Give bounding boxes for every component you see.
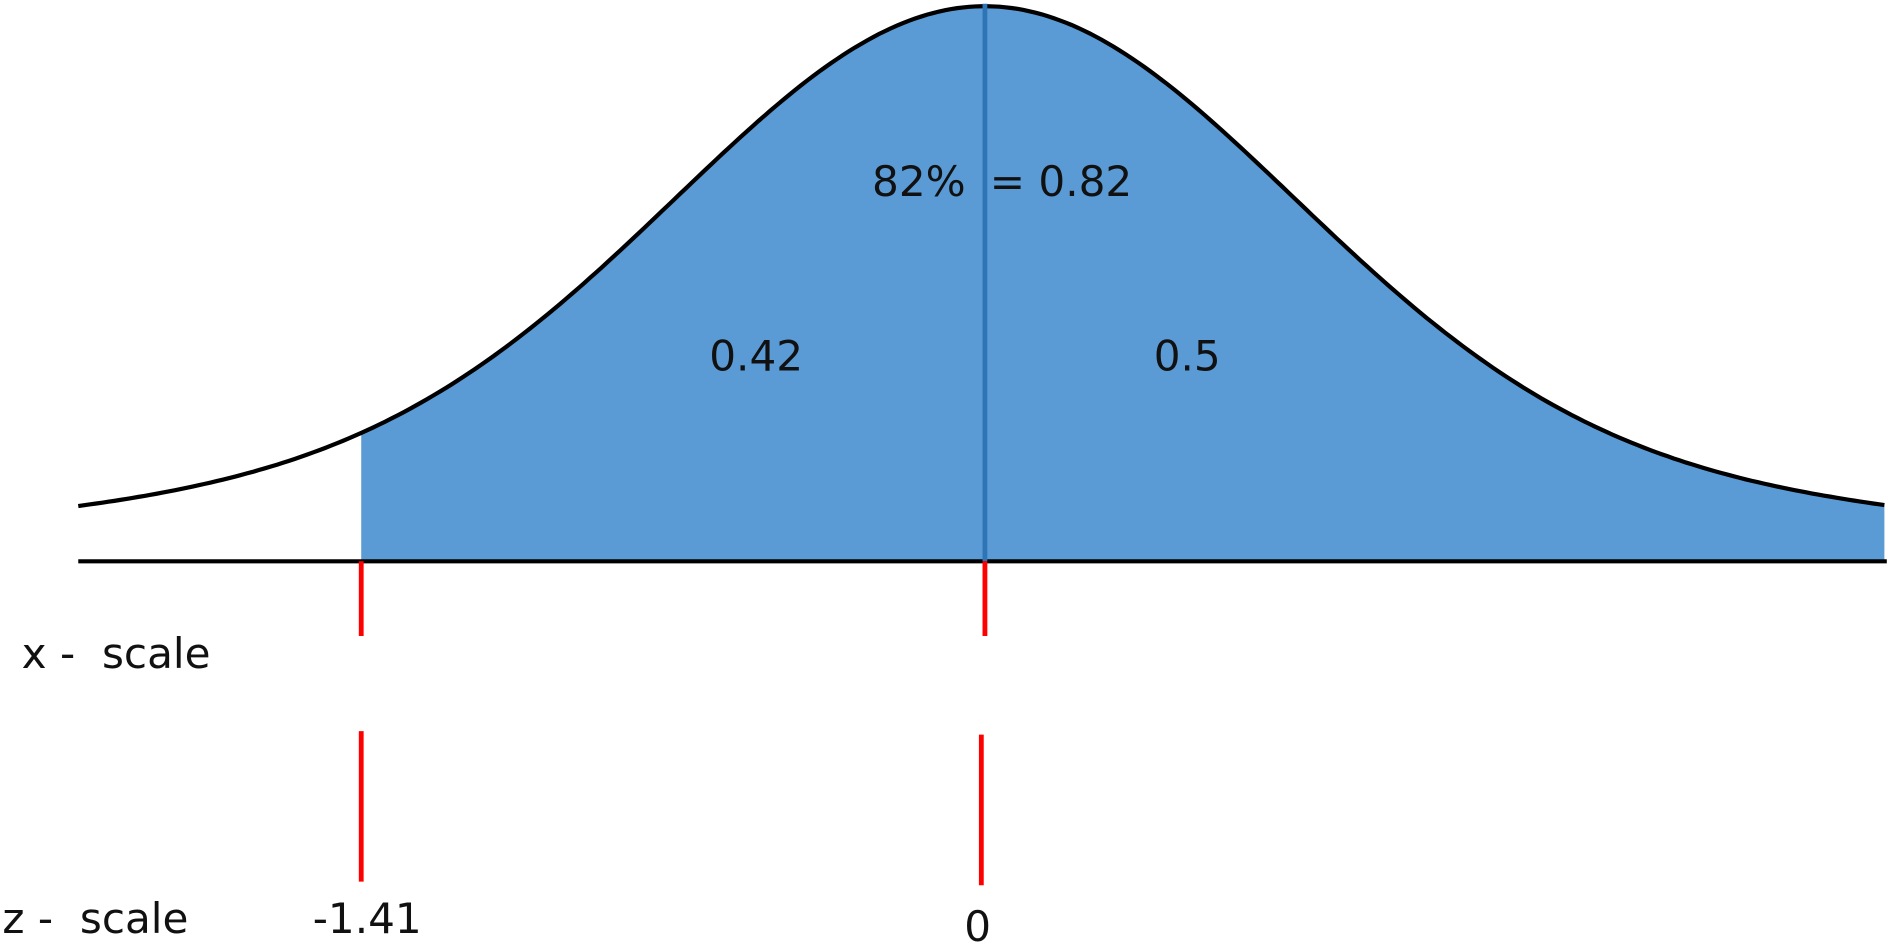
z-scale-label: z - scale <box>2 894 188 943</box>
right-area-label: 0.5 <box>1154 332 1221 381</box>
left-area-label: 0.42 <box>709 332 803 381</box>
x-scale-label: x - scale <box>22 629 211 678</box>
total-percent: 82% <box>872 157 966 206</box>
shaded-area <box>361 6 1885 562</box>
z-center-label: 0 <box>964 902 991 948</box>
bell-curve <box>77 4 1885 509</box>
z-left-label: -1.41 <box>313 894 422 943</box>
total-decimal: = 0.82 <box>990 157 1132 206</box>
